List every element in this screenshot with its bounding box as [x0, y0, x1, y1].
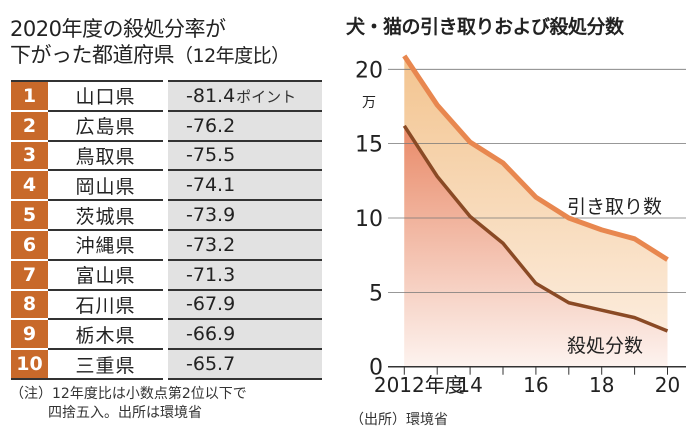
value: -65.7 — [168, 348, 322, 380]
y-axis-unit: 万 — [362, 95, 376, 111]
y-tick-label: 10 — [355, 207, 383, 232]
chart-source: （出所）環境省 — [350, 412, 448, 428]
rank: 5 — [11, 199, 48, 230]
x-tick-label: 20 — [655, 373, 680, 397]
prefecture: 富山県 — [48, 258, 163, 290]
table-row: 10 三重県 -65.7 — [11, 348, 322, 380]
value: -76.2 — [168, 109, 322, 141]
table-row: 7 富山県 -71.3 — [11, 258, 322, 290]
chart-title: 犬・猫の引き取りおよび殺処分数 — [346, 16, 624, 38]
rank: 4 — [11, 169, 48, 201]
prefecture: 山口県 — [48, 80, 163, 111]
prefecture: 栃木県 — [48, 318, 163, 350]
value: -75.5 — [168, 139, 322, 171]
value: -66.9 — [168, 318, 322, 350]
value: -74.1 — [168, 169, 322, 201]
rank: 7 — [11, 258, 48, 290]
rank: 10 — [11, 348, 48, 380]
table-row: 3 鳥取県 -75.5 — [11, 139, 322, 171]
table-row: 1 山口県 -81.4ポイント — [11, 80, 322, 111]
unit: ポイント — [236, 87, 297, 106]
rank: 1 — [11, 80, 48, 111]
series-label: 引き取り数 — [567, 196, 662, 218]
value: -73.2 — [168, 228, 322, 260]
prefecture: 沖縄県 — [48, 228, 163, 260]
rank: 3 — [11, 139, 48, 171]
y-tick-label: 5 — [369, 281, 383, 306]
table-row: 8 石川県 -67.9 — [11, 288, 322, 320]
table-row: 9 栃木県 -66.9 — [11, 318, 322, 350]
value: -71.3 — [168, 258, 322, 290]
table-row: 6 沖縄県 -73.2 — [11, 228, 322, 260]
series-line-1 — [402, 124, 669, 333]
table-row: 2 広島県 -76.2 — [11, 109, 322, 141]
prefecture: 広島県 — [48, 109, 163, 141]
x-tick-label: 2012年度 — [374, 373, 465, 397]
x-tick-label: 16 — [523, 373, 548, 397]
table-title: 2020年度の殺処分率が 下がった都道府県（12年度比） — [10, 17, 290, 67]
series-line-0 — [402, 54, 669, 262]
prefecture: 三重県 — [48, 348, 163, 380]
y-tick-label: 0 — [369, 356, 383, 381]
series-area-1 — [404, 125, 668, 367]
rank: 9 — [11, 318, 48, 350]
prefecture: 石川県 — [48, 288, 163, 320]
table-row: 4 岡山県 -74.1 — [11, 169, 322, 201]
rank: 2 — [11, 109, 48, 141]
ranking-table: 1 山口県 -81.4ポイント 2 広島県 -76.2 3 鳥取県 -75.5 4 岡山県 -74.1… — [11, 80, 322, 380]
table-row: 5 茨城県 -73.9 — [11, 199, 322, 230]
y-tick-label: 20 — [355, 58, 383, 83]
prefecture: 茨城県 — [48, 199, 163, 230]
x-tick-label: 18 — [589, 373, 614, 397]
prefecture: 岡山県 — [48, 169, 163, 201]
rank: 8 — [11, 288, 48, 320]
table-note: （注）12年度比は小数点第2位以下で 四捨五入。出所は環境省 — [10, 386, 247, 421]
value: -67.9 — [168, 288, 322, 320]
prefecture: 鳥取県 — [48, 139, 163, 171]
rank: 6 — [11, 228, 48, 260]
y-tick-label: 15 — [355, 133, 383, 158]
value: -81.4ポイント — [168, 80, 322, 111]
x-tick-label: 14 — [457, 373, 482, 397]
value: -73.9 — [168, 199, 322, 230]
series-label: 殺処分数 — [567, 335, 643, 357]
